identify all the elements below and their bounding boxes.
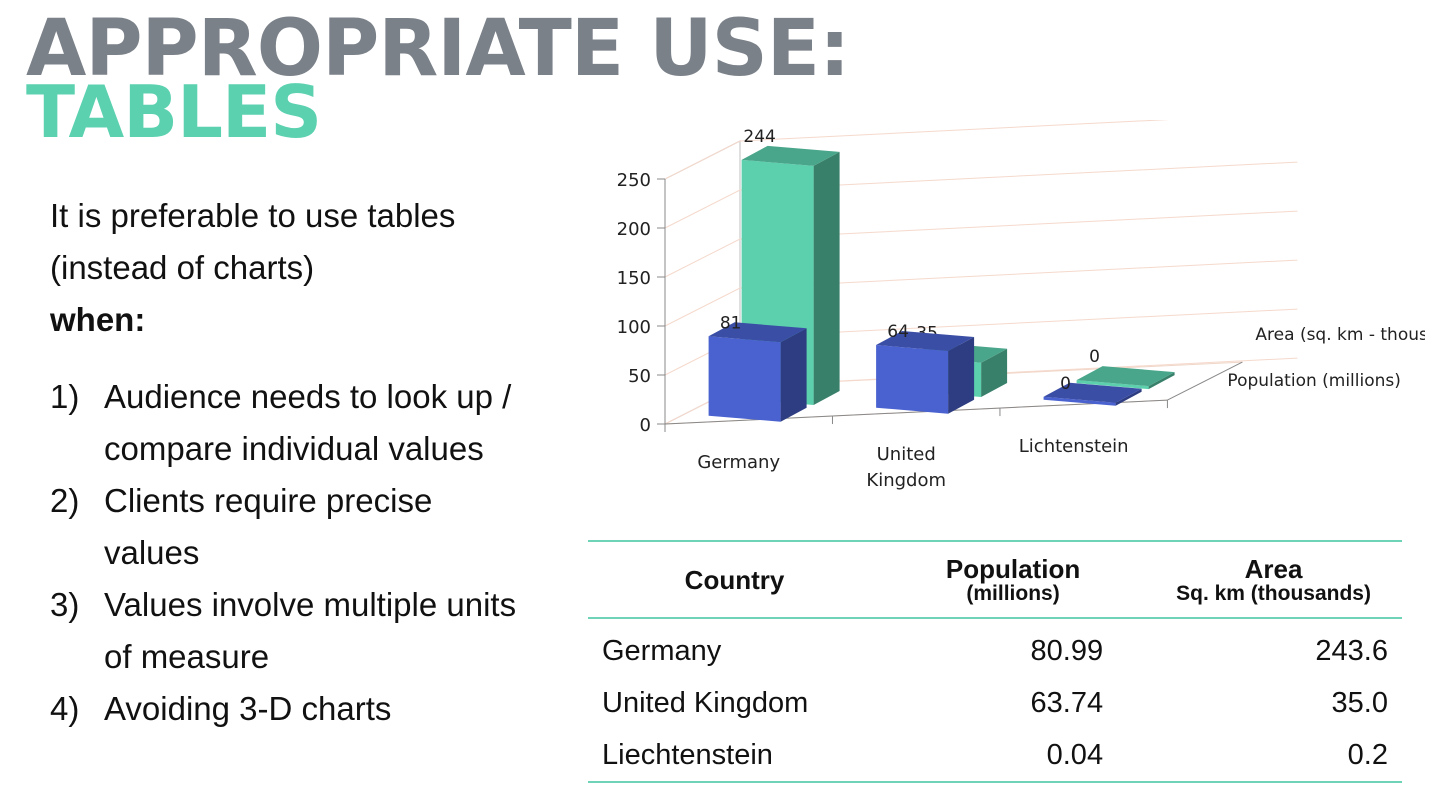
reason-number: 2) xyxy=(50,482,80,519)
header-population: Population (millions) xyxy=(945,554,1081,606)
reason-text: Values involve multiple units of measure xyxy=(104,586,517,675)
bar-chart-3d: 05010015020025024435081640GermanyUnitedK… xyxy=(617,120,1425,491)
reasons-list: 1) Audience needs to look up / compare i… xyxy=(50,371,530,735)
gridline xyxy=(664,259,1298,327)
table-row: United Kingdom 63.74 35.0 xyxy=(588,677,1402,729)
cell-area: 0.2 xyxy=(1347,738,1388,771)
data-table: Country Population (millions) Area Sq. k… xyxy=(588,540,1402,783)
depth-axis xyxy=(1167,361,1243,401)
bar-side xyxy=(948,337,975,414)
reason-item: 4) Avoiding 3-D charts xyxy=(50,683,530,735)
reason-number: 1) xyxy=(50,378,80,415)
bar-top xyxy=(741,145,840,166)
intro-emphasis: when: xyxy=(50,301,146,338)
cell-area: 35.0 xyxy=(1331,686,1388,719)
table-header-row: Country Population (millions) Area Sq. k… xyxy=(588,541,1402,619)
cell-country: Germany xyxy=(602,634,722,667)
reason-number: 3) xyxy=(50,586,80,623)
data-label: 81 xyxy=(720,313,742,333)
x-tick-label: United xyxy=(877,444,936,465)
cell-country: Liechtenstein xyxy=(602,738,773,771)
table-row: Germany 80.99 243.6 xyxy=(588,618,1402,677)
x-tick-label: Lichtenstein xyxy=(1019,436,1129,457)
series-label: Population (millions) xyxy=(1227,371,1400,391)
gridline xyxy=(664,210,1298,278)
cell-population: 63.74 xyxy=(1030,686,1104,719)
header-country: Country xyxy=(684,565,785,596)
data-label: 244 xyxy=(743,127,775,147)
bar-top xyxy=(876,331,975,351)
intro-sentence: It is preferable to use tables (instead … xyxy=(50,197,456,286)
data-label: 0 xyxy=(1060,374,1071,394)
data-label: 0 xyxy=(1089,347,1100,367)
reason-item: 1) Audience needs to look up / compare i… xyxy=(50,371,530,475)
reason-number: 4) xyxy=(50,690,80,727)
cell-area: 243.6 xyxy=(1315,634,1388,667)
bar-side xyxy=(813,151,840,405)
y-tick-label: 0 xyxy=(640,415,651,436)
cell-country: United Kingdom xyxy=(602,686,809,719)
bar-top xyxy=(1076,366,1175,387)
reason-item: 2) Clients require precise values xyxy=(50,475,530,579)
slide-title: APPROPRIATE USE: xyxy=(26,4,850,94)
slide-subtitle: TABLES xyxy=(26,70,322,154)
reason-text: Avoiding 3-D charts xyxy=(104,690,392,727)
reason-text: Audience needs to look up / compare indi… xyxy=(104,378,512,467)
intro-text: It is preferable to use tables (instead … xyxy=(50,190,510,346)
bar-side xyxy=(1115,388,1142,406)
y-tick-label: 250 xyxy=(617,170,651,191)
y-tick-label: 100 xyxy=(617,317,651,338)
bar xyxy=(708,336,781,422)
table-row: Liechtenstein 0.04 0.2 xyxy=(588,729,1402,783)
bar-top xyxy=(708,322,807,343)
header-area: Area Sq. km (thousands) xyxy=(1176,554,1371,606)
bar-top xyxy=(1043,382,1142,403)
data-label: 64 xyxy=(887,322,909,342)
gridline xyxy=(664,161,1298,229)
bar xyxy=(1043,396,1116,406)
gridline xyxy=(664,120,1170,180)
bar-side xyxy=(780,328,807,422)
reason-item: 3) Values involve multiple units of meas… xyxy=(50,579,530,683)
y-tick-label: 50 xyxy=(628,366,651,387)
bar-side xyxy=(1148,372,1175,390)
bar xyxy=(876,345,949,414)
reason-text: Clients require precise values xyxy=(104,482,433,571)
x-axis xyxy=(664,399,1168,425)
x-tick-label: Germany xyxy=(697,452,780,473)
y-tick-label: 150 xyxy=(617,268,651,289)
bar xyxy=(1076,380,1149,390)
x-tick-label: Kingdom xyxy=(866,470,946,491)
cell-population: 80.99 xyxy=(1030,634,1104,667)
series-label: Area (sq. km - thousands) xyxy=(1255,325,1425,345)
bar-side xyxy=(981,348,1008,397)
y-tick-label: 200 xyxy=(617,219,651,240)
cell-population: 0.04 xyxy=(1046,738,1104,771)
